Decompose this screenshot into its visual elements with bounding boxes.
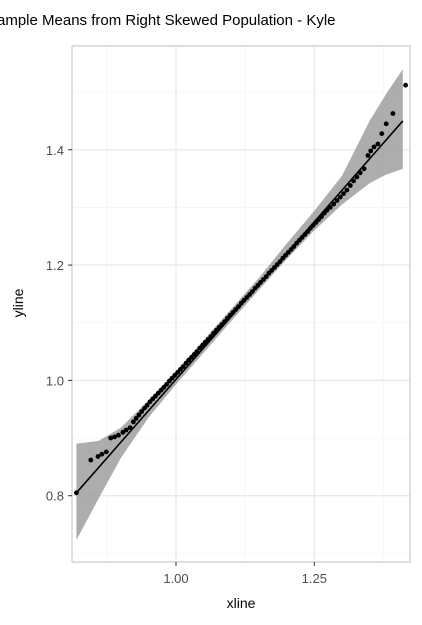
data-point: [351, 178, 356, 184]
data-points: [74, 82, 408, 496]
data-point: [319, 214, 324, 220]
chart-title: ample Means from Right Skewed Population…: [0, 12, 336, 29]
data-point: [164, 382, 170, 387]
data-point: [361, 166, 367, 172]
data-point: [131, 419, 136, 425]
data-point: [249, 289, 255, 294]
data-point: [375, 141, 381, 147]
panel-border: [71, 45, 411, 563]
data-point: [263, 274, 269, 279]
data-point: [337, 194, 343, 200]
y-axis: 0.8 1.0 1.2 1.4: [46, 143, 72, 504]
data-point: [379, 131, 385, 137]
data-point: [103, 449, 109, 455]
data-point: [354, 174, 360, 180]
data-point: [144, 402, 150, 408]
data-point: [357, 170, 363, 176]
data-point: [291, 244, 297, 250]
data-point: [371, 144, 377, 150]
data-point: [390, 111, 396, 116]
data-point: [139, 409, 145, 414]
data-point: [324, 207, 330, 213]
data-point: [277, 259, 283, 264]
data-point: [365, 153, 371, 158]
data-point: [347, 183, 353, 188]
data-point: [88, 457, 94, 463]
data-point: [305, 229, 311, 235]
data-point: [136, 412, 142, 418]
major-gridlines: [72, 46, 410, 562]
data-point: [180, 364, 186, 369]
y-axis-label: yline: [10, 288, 26, 317]
data-point: [95, 454, 101, 459]
x-axis-label: xline: [227, 595, 256, 611]
data-point: [334, 198, 340, 203]
data-point: [236, 304, 241, 309]
y-tick-label: 0.8: [46, 489, 64, 504]
data-point: [123, 427, 129, 433]
data-point: [383, 121, 389, 127]
y-tick-label: 1.0: [46, 373, 64, 388]
plot-panel: [71, 45, 411, 563]
x-tick-label: 1.00: [163, 571, 188, 586]
y-tick-label: 1.2: [46, 258, 64, 273]
data-point: [368, 148, 374, 154]
data-point: [327, 205, 333, 210]
data-point: [222, 319, 228, 324]
y-tick-label: 1.4: [46, 143, 64, 158]
data-point: [403, 82, 408, 88]
data-point: [344, 187, 350, 193]
data-point: [74, 490, 79, 496]
data-point: [331, 201, 337, 207]
data-point: [99, 451, 105, 457]
x-axis: 1.00 1.25: [163, 562, 327, 586]
data-point: [108, 435, 114, 441]
data-point: [112, 434, 117, 440]
data-point: [194, 349, 200, 354]
data-point: [116, 432, 121, 438]
x-tick-label: 1.25: [302, 571, 327, 586]
data-point: [133, 416, 139, 421]
data-point: [127, 425, 133, 431]
data-point: [208, 334, 214, 339]
data-point: [341, 191, 346, 197]
